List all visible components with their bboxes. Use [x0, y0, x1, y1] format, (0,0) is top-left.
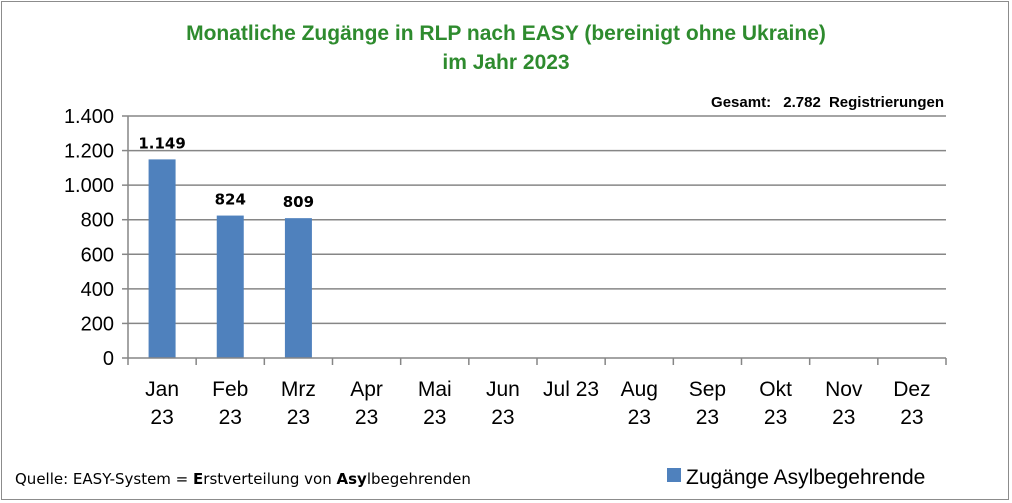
y-axis: 0 200 400 600 800 1.000 1.200 1.400 [64, 106, 129, 370]
bar [216, 215, 244, 358]
x-tick-label: Jul 23 [543, 378, 599, 401]
legend-label: Zugänge Asylbegehrende [686, 466, 925, 489]
bar [284, 218, 312, 358]
x-tick-label: Feb [212, 378, 248, 401]
x-tick-label: Mai [418, 378, 452, 401]
y-tick-label: 200 [81, 313, 114, 335]
data-labels: 1.149 824 809 [138, 134, 314, 211]
legend: Zugänge Asylbegehrende [667, 466, 925, 489]
x-tick-label-line-2: 23 [696, 406, 719, 429]
x-tick-label-line-2: 23 [150, 406, 173, 429]
y-tick-label: 800 [81, 210, 114, 232]
source-note: Quelle: EASY-System = Erstverteilung von… [15, 470, 471, 488]
x-tick-label: Jun [486, 378, 520, 401]
bars [148, 159, 312, 358]
x-tick-label: Mrz [281, 378, 316, 401]
x-tick-label: Nov [825, 378, 863, 401]
x-tick-label-line-2: 23 [219, 406, 242, 429]
x-axis: Jan 23 Feb 23 Mrz 23 Apr 23 Mai 23 Jun 23 Jul 23 Aug 2… [127, 357, 947, 429]
x-tick-label-line-2: 23 [423, 406, 446, 429]
total-note-label: Gesamt: [711, 94, 771, 111]
x-tick-label-line-2: 23 [900, 406, 923, 429]
y-tick-label: 0 [103, 348, 114, 370]
source-text-part: Quelle: EASY-System = [15, 470, 193, 488]
x-tick-label-line-2: 23 [491, 406, 514, 429]
y-tick-label: 400 [81, 279, 114, 301]
x-tick-label-line-2: 23 [355, 406, 378, 429]
x-tick-label: Dez [893, 378, 930, 401]
legend-swatch [667, 468, 681, 482]
chart-title-line-1: Monatliche Zugänge in RLP nach EASY (ber… [186, 22, 826, 45]
total-note: Gesamt: 2.782 Registrierungen [711, 94, 944, 111]
source-text-part: rstverteilung von [203, 470, 336, 488]
y-tick-label: 600 [81, 244, 114, 266]
x-tick-label-line-2: 23 [287, 406, 310, 429]
total-note-value: 2.782 [783, 94, 821, 111]
x-tick-label-line-2: 23 [764, 406, 787, 429]
data-label: 809 [283, 193, 314, 211]
x-tick-label: Okt [759, 378, 792, 401]
source-text-part: Asy [337, 470, 368, 488]
data-label: 824 [215, 191, 246, 209]
x-tick-label: Aug [621, 378, 658, 401]
y-tick-label: 1.000 [64, 175, 114, 197]
source-text-part: lbegehrenden [367, 470, 471, 488]
total-note-unit: Registrierungen [829, 94, 944, 111]
x-tick-label: Jan [145, 378, 179, 401]
y-tick-label: 1.200 [64, 141, 114, 163]
source-text-part: E [193, 470, 203, 488]
gridlines [128, 115, 946, 325]
data-label: 1.149 [138, 134, 185, 152]
chart-title-line-2: im Jahr 2023 [442, 51, 569, 74]
bar [148, 159, 176, 358]
x-tick-label-line-2: 23 [628, 406, 651, 429]
x-tick-label: Sep [689, 378, 726, 401]
x-tick-label: Apr [350, 378, 383, 401]
x-tick-label-line-2: 23 [832, 406, 855, 429]
y-tick-label: 1.400 [64, 106, 114, 128]
